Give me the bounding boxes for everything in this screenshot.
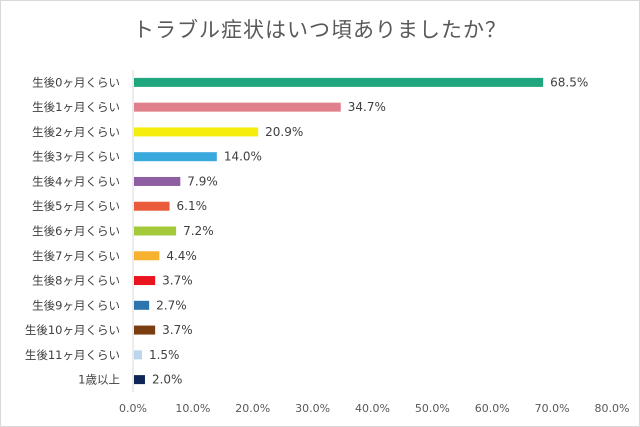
x-tick-label: 40.0% [355, 402, 390, 415]
data-label: 3.7% [162, 323, 193, 337]
data-label: 6.1% [177, 199, 208, 213]
data-label: 20.9% [265, 125, 303, 139]
x-tick-label: 80.0% [595, 402, 630, 415]
category-label: 生後10ヶ月くらい [25, 323, 120, 337]
category-label: 生後4ヶ月くらい [32, 174, 120, 188]
bar [134, 102, 341, 112]
x-tick-label: 60.0% [475, 402, 510, 415]
category-label: 生後9ヶ月くらい [32, 298, 120, 312]
category-label: 生後2ヶ月くらい [32, 125, 120, 139]
bar [134, 152, 217, 162]
data-label: 68.5% [550, 75, 588, 89]
x-tick-label: 10.0% [175, 402, 210, 415]
x-tick-label: 50.0% [415, 402, 450, 415]
bar [134, 276, 156, 286]
bar [134, 375, 145, 385]
category-label: 生後3ヶ月くらい [32, 150, 120, 164]
bar [134, 77, 544, 87]
bar [134, 300, 150, 310]
data-label: 7.9% [187, 174, 218, 188]
data-label: 2.7% [156, 298, 187, 312]
category-label: 生後8ヶ月くらい [32, 274, 120, 288]
x-tick-label: 20.0% [235, 402, 270, 415]
bar [134, 226, 177, 236]
category-label: 1歳以上 [78, 373, 120, 387]
bar [134, 176, 181, 186]
bar [134, 325, 156, 335]
x-tick-label: 30.0% [295, 402, 330, 415]
data-label: 4.4% [166, 249, 197, 263]
category-label: 生後6ヶ月くらい [32, 224, 120, 238]
data-label: 1.5% [149, 348, 180, 362]
data-label: 3.7% [162, 274, 193, 288]
bar [134, 127, 259, 137]
bar [134, 251, 160, 261]
data-label: 34.7% [348, 100, 386, 114]
data-label: 7.2% [183, 224, 214, 238]
data-label: 2.0% [152, 373, 183, 387]
bar [134, 350, 142, 360]
category-label: 生後1ヶ月くらい [32, 100, 120, 114]
bar [134, 201, 170, 211]
x-tick-label: 70.0% [535, 402, 570, 415]
x-tick-label: 0.0% [119, 402, 147, 415]
category-label: 生後5ヶ月くらい [32, 199, 120, 213]
category-label: 生後7ヶ月くらい [32, 249, 120, 263]
chart-title: トラブル症状はいつ頃ありましたか？ [133, 18, 507, 42]
data-label: 14.0% [224, 150, 262, 164]
category-label: 生後11ヶ月くらい [25, 348, 120, 362]
category-label: 生後0ヶ月くらい [32, 75, 120, 89]
